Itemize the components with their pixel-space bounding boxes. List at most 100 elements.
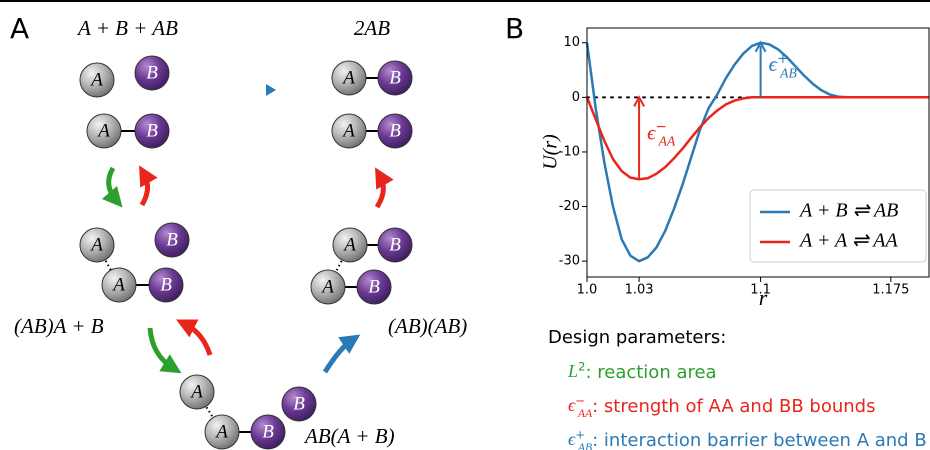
atom-label: A: [111, 274, 125, 295]
atom-label: B: [368, 276, 380, 297]
atom-label: A: [320, 276, 334, 297]
y-tick-label: -20: [559, 199, 580, 214]
y-tick-label: -10: [559, 144, 580, 159]
atom: [204, 414, 240, 450]
symbol-main: ϵ: [769, 52, 779, 76]
y-tick-label: -30: [559, 254, 580, 269]
atom-label: A: [341, 67, 355, 88]
atom-label: B: [389, 120, 401, 141]
x-tick-label: 1.175: [872, 283, 909, 298]
symbol-sup: 2: [578, 359, 585, 373]
atom: [179, 374, 215, 410]
design-text: : reaction area: [585, 362, 716, 383]
atom: [134, 55, 170, 91]
x-tick-label: 1.0: [577, 283, 598, 298]
atom: [377, 227, 413, 263]
symbol-main: ϵ: [568, 395, 576, 415]
state-label: (AB)A + B: [14, 314, 104, 338]
atom: [101, 267, 137, 303]
legend-label: A + B ⇌ AB: [798, 200, 898, 222]
arrow: [374, 167, 394, 209]
symbol-sub: AA: [658, 134, 676, 149]
atom: [79, 62, 115, 98]
atom-label: A: [341, 120, 355, 141]
atom: [79, 227, 115, 263]
atom: [310, 269, 346, 305]
arrow: [176, 319, 213, 356]
atom: [154, 222, 190, 258]
atom: [332, 227, 368, 263]
atom-label: B: [293, 393, 305, 414]
state-label: AB(A + B): [303, 424, 395, 448]
state-label: A + B + AB: [76, 16, 178, 40]
atom-label: B: [166, 229, 178, 250]
weak-bond: [327, 244, 351, 288]
atom: [331, 60, 367, 96]
arrow: [322, 334, 361, 374]
atom: [134, 113, 170, 149]
symbol-sup: +: [777, 51, 788, 67]
panel-label: B: [505, 12, 524, 45]
atom: [377, 113, 413, 149]
arrow: [101, 166, 123, 208]
symbol: ϵ+ AB: [769, 51, 798, 81]
atom: [331, 113, 367, 149]
atom-label: A: [189, 381, 203, 402]
panel-label: A: [10, 12, 29, 45]
atom-label: B: [160, 274, 172, 295]
arrow-head: [633, 95, 645, 107]
plot-frame: [586, 27, 930, 278]
atom-label: B: [389, 67, 401, 88]
molecules: A BA BA BA BA BA BA BA BAA BB: [79, 55, 413, 450]
atom-label: B: [146, 62, 158, 83]
symbol-sub: AB: [779, 66, 797, 81]
atom: [250, 414, 286, 450]
x-axis-label: r: [759, 285, 768, 310]
state-label: 2AB: [354, 16, 390, 40]
legend-label: A + A ⇌ AA: [798, 230, 898, 252]
atom-label: B: [389, 234, 401, 255]
symbol-main: ϵ: [568, 429, 576, 449]
symbol-main: ϵ: [647, 120, 657, 144]
atom-label: A: [89, 69, 103, 90]
state-label: (AB)(AB): [388, 314, 467, 338]
atom-label: B: [146, 120, 158, 141]
arrow: [147, 327, 182, 374]
symbol: ϵ+ AB: interaction barrier between A and …: [568, 427, 927, 450]
atom: [86, 113, 122, 149]
atom: [356, 269, 392, 305]
arrow-head: [266, 84, 276, 96]
design-text: : strength of AA and BB bounds: [592, 396, 875, 417]
x-tick-label: 1.1: [750, 283, 771, 298]
atom-label: B: [262, 421, 274, 442]
atom: [281, 386, 317, 422]
symbol-sup: +: [575, 427, 585, 441]
atom-label: A: [96, 120, 110, 141]
design-text: : interaction barrier between A and B: [592, 430, 927, 450]
arrow-head: [754, 40, 767, 53]
atom-label: A: [89, 234, 103, 255]
legend-box: [749, 189, 927, 263]
weak-bond: [196, 391, 223, 433]
atom-label: A: [214, 421, 228, 442]
symbol: ϵ− AA: strength of AA and BB bounds: [568, 393, 875, 420]
y-axis-label: U(r): [540, 134, 562, 170]
symbol-sub: AB: [577, 441, 592, 450]
arrow: [139, 165, 158, 207]
symbol-sup: −: [656, 119, 667, 135]
atom: [377, 60, 413, 96]
symbol-main: L: [567, 361, 578, 381]
symbol: ϵ− AA: [647, 119, 676, 149]
y-tick-label: 10: [563, 35, 580, 50]
design-heading: Design parameters:: [548, 327, 726, 348]
symbol: L2: reaction area: [567, 359, 717, 383]
reaction-arrows: [101, 84, 394, 374]
y-tick-label: 0: [572, 90, 580, 105]
legend: A + B ⇌ AB A + A ⇌ AA: [749, 189, 927, 263]
symbol-sup: −: [575, 393, 585, 407]
symbol-sub: AA: [577, 407, 593, 420]
atom: [148, 267, 184, 303]
